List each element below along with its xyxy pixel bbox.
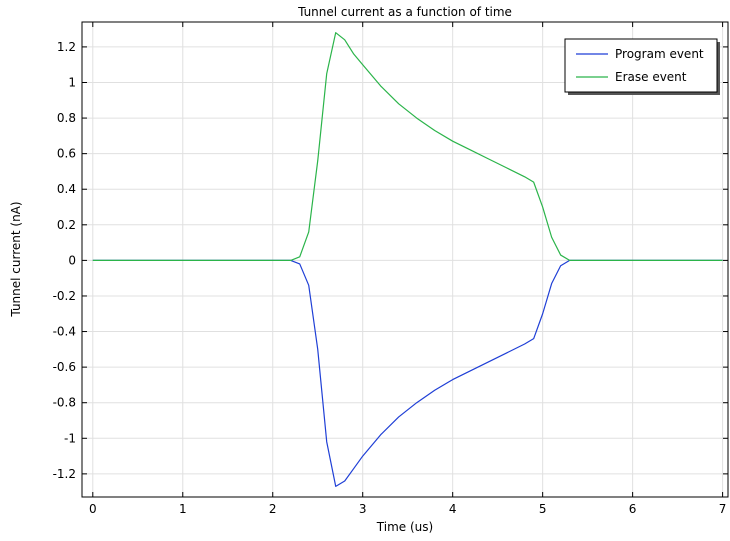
- y-axis-label: Tunnel current (nA): [9, 201, 23, 317]
- legend: Program event Erase event: [564, 38, 720, 95]
- x-tick-label: 1: [179, 502, 187, 516]
- y-tick-label: -0.2: [53, 289, 76, 303]
- y-tick-label: -1: [64, 431, 76, 445]
- y-tick-label: 1: [68, 75, 76, 89]
- x-tick-label: 0: [89, 502, 97, 516]
- x-tick-label: 2: [269, 502, 277, 516]
- chart-title: Tunnel current as a function of time: [297, 5, 512, 19]
- y-tick-label: 0.8: [57, 111, 76, 125]
- x-tick-label: 3: [359, 502, 367, 516]
- legend-label-erase: Erase event: [615, 70, 687, 84]
- plot-frame: [81, 21, 729, 498]
- x-tick-label: 4: [449, 502, 457, 516]
- legend-box: [564, 38, 718, 93]
- x-tick-label: 5: [539, 502, 547, 516]
- y-tick-label: -0.6: [53, 360, 76, 374]
- x-axis-label: Time (us): [376, 520, 433, 534]
- y-tick-label: -1.2: [53, 467, 76, 481]
- y-tick-label: -0.8: [53, 396, 76, 410]
- y-tick-label: 0: [68, 253, 76, 267]
- y-tick-label: 0.2: [57, 218, 76, 232]
- y-tick-label: 0.4: [57, 182, 76, 196]
- y-tick-label: 0.6: [57, 147, 76, 161]
- series-lines: [92, 32, 723, 487]
- x-tick-label: 7: [719, 502, 727, 516]
- axis-ticks: 0 1 2 3 4 5 6 7 -1.2 -1 -0.8 -0.6 -0.4 -0.2 0 0.2 0.4 0.6…: [53, 22, 728, 516]
- series-line-1: [92, 32, 723, 261]
- series-line-0: [92, 259, 723, 487]
- x-tick-label: 6: [629, 502, 637, 516]
- y-tick-label: 1.2: [57, 40, 76, 54]
- y-tick-label: -0.4: [53, 325, 76, 339]
- legend-label-program: Program event: [615, 47, 704, 61]
